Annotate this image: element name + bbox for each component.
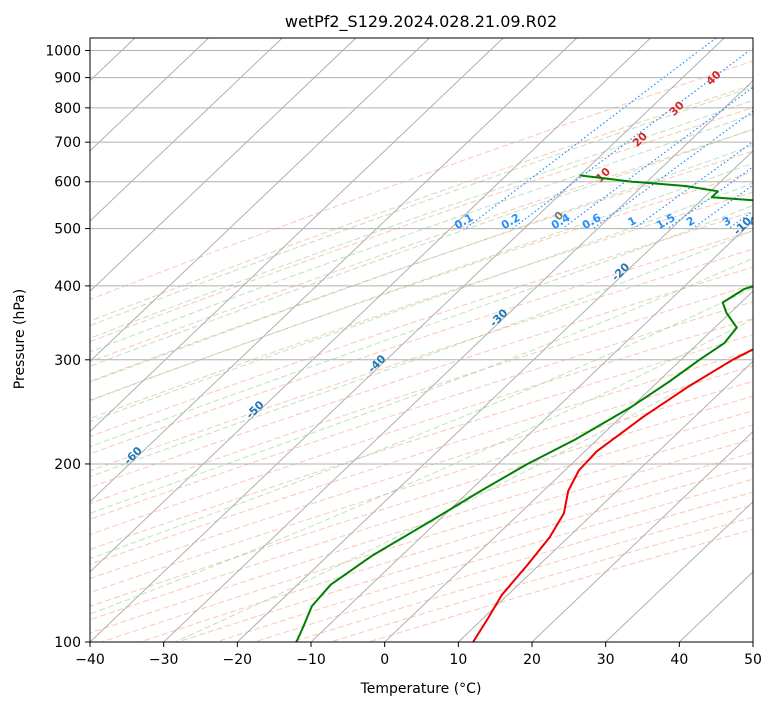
x-axis-label: Temperature (°C) [360,681,482,697]
mixing-ratio-line [592,110,753,230]
dry-adiabat-line [90,334,753,551]
isotherm-line [752,641,753,642]
mixing-ratio-label: 1 [626,214,639,229]
isotherm-line [90,38,578,503]
moist-adiabat-line [90,86,753,327]
y-tick-label: 200 [54,457,81,473]
moist-adiabat-line [90,182,753,423]
dry-adiabat-line [90,107,753,343]
dry-adiabat-line [90,410,753,621]
dry-adiabat-line [177,465,753,642]
temperature-profile-line [472,348,753,642]
dry-adiabat-line [368,528,753,642]
dry-adiabat-line [90,248,753,472]
y-axis-label: Pressure (hPa) [12,289,28,389]
x-tick-label: 30 [597,652,615,668]
moist-adiabat-line [90,287,753,560]
dry-adiabat-line [90,350,753,565]
mixing-ratio-line [465,38,717,230]
moist-adiabat-line [90,162,753,402]
x-tick-label: 50 [744,652,762,668]
y-tick-label: 900 [54,71,81,87]
isotherm-line [90,38,725,642]
mixing-ratio-line [633,141,753,230]
isotherm-line [90,38,357,292]
dry-adiabat-line [90,301,753,520]
x-tick-label: −20 [223,652,253,668]
x-tick-label: −30 [149,652,179,668]
background-lines [0,38,775,642]
y-tick-label: 300 [54,353,81,369]
isotherm-line [0,38,61,642]
moist-adiabat-line [90,144,753,383]
mixing-ratio-line [755,38,775,229]
y-tick-label: 800 [54,101,81,117]
y-tick-label: 500 [54,222,81,238]
dry-adiabat-line [215,478,753,642]
mixing-ratio-line [562,86,753,230]
dry-adiabat-line [90,84,753,322]
moist-adiabat-line [174,349,753,642]
isotherm-line [163,80,753,642]
isotherm-line [531,430,753,642]
y-tick-label: 1000 [45,44,81,60]
moist-adiabat-line [90,204,753,448]
dry-adiabat-line [90,284,753,504]
x-tick-label: 20 [523,652,541,668]
dewpoint-profile-line [295,174,753,642]
isotherm-labels: -100-90-80-70-60-50-40-30-20-100.10.20.4… [0,68,760,513]
isotherm-line [90,38,430,363]
isotherm-label: -50 [243,398,266,421]
mixing-ratio-line [667,166,753,230]
y-tick-label: 100 [54,635,81,651]
isotherm-line [457,360,753,642]
isotherm-line [90,38,283,222]
x-tick-label: 10 [449,652,467,668]
moist-adiabat-line [90,257,753,514]
dry-adiabat-line [90,380,753,594]
y-tick-label: 600 [54,175,81,191]
x-tick-label: 0 [380,652,389,668]
x-tick-label: −40 [75,652,105,668]
y-tick-label: 400 [54,279,81,295]
moist-adiabat-line [90,230,753,478]
isotherm-line [384,290,753,642]
dry-adiabat-line [139,452,753,642]
isotherm-line [310,220,753,642]
dry-adiabat-line [90,171,753,401]
y-tick-label: 700 [54,135,81,151]
plot-frame [89,37,754,643]
x-tick-label: −10 [296,652,326,668]
mixing-ratio-line [692,184,753,230]
x-tick-label: 40 [670,652,688,668]
chart-title: wetPf2_S129.2024.028.21.09.R02 [285,12,557,32]
isotherm-line [236,150,753,642]
isotherm-line [90,38,504,433]
isotherm-label: -70 [0,490,23,513]
mixing-ratio-label: 4 [747,214,760,229]
isotherm-line [90,38,651,573]
moist-adiabat-label: 40 [704,68,724,88]
dry-adiabat-line [90,191,753,420]
moist-adiabat-line [90,113,753,353]
isotherm-line [605,500,753,642]
moist-adiabat-line [90,99,753,339]
moist-adiabat-line [90,128,753,367]
profile-series [295,174,753,642]
isotherm-line [90,38,209,152]
dry-adiabat-line [90,230,753,455]
